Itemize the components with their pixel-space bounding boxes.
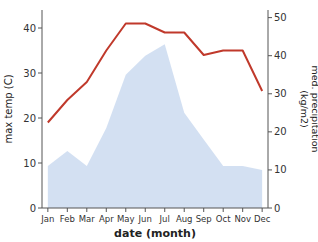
x-tick-label: Feb: [60, 214, 75, 224]
temp-line: [48, 24, 262, 123]
precip-area: [48, 44, 262, 208]
x-tick: [164, 208, 165, 212]
x-tick-label: Jul: [159, 214, 170, 224]
y-axis-line: [42, 10, 43, 208]
y2-tick: [268, 93, 272, 94]
x-tick: [262, 208, 263, 212]
x-tick-label: Nov: [234, 214, 251, 224]
x-tick: [184, 208, 185, 212]
x-axis-line: [42, 208, 268, 209]
x-tick: [47, 208, 48, 212]
y2-tick-label: 50: [274, 12, 287, 23]
y-tick: [38, 118, 42, 119]
x-tick: [223, 208, 224, 212]
y-tick-label: 40: [23, 23, 36, 34]
y2-axis-label-line: (kg/m2): [299, 90, 310, 127]
y2-tick: [268, 17, 272, 18]
x-tick-label: Oct: [216, 214, 231, 224]
y2-tick-label: 20: [274, 126, 287, 137]
y2-tick: [268, 169, 272, 170]
y2-axis-line: [268, 10, 269, 208]
y-tick: [38, 208, 42, 209]
y-tick-label: 0: [30, 203, 36, 214]
x-tick-label: Sep: [196, 214, 212, 224]
x-tick-label: Jun: [138, 214, 152, 224]
y2-tick-label: 30: [274, 88, 287, 99]
y-tick: [38, 73, 42, 74]
y2-tick-label: 40: [274, 50, 287, 61]
y-axis-label: max temp (C): [3, 74, 14, 143]
x-tick-label: Mar: [79, 214, 96, 224]
y2-axis-label: med. precipitation(kg/m2): [299, 65, 318, 152]
x-tick: [145, 208, 146, 212]
x-tick-label: Apr: [99, 214, 114, 224]
y-tick: [38, 163, 42, 164]
y-tick-label: 30: [23, 68, 36, 79]
x-tick-label: Jan: [40, 214, 54, 224]
x-tick-label: May: [117, 214, 135, 224]
x-tick: [86, 208, 87, 212]
x-tick: [203, 208, 204, 212]
y2-tick: [268, 208, 272, 209]
plot-area: [48, 24, 262, 209]
y-tick-label: 10: [23, 158, 36, 169]
y-tick-label: 20: [23, 113, 36, 124]
x-tick: [242, 208, 243, 212]
x-axis-label: date (month): [114, 227, 196, 240]
x-tick-label: Dec: [254, 214, 271, 224]
y2-tick: [268, 55, 272, 56]
x-tick: [67, 208, 68, 212]
chart: 0 10 20 30 40 0 10 20 30 40 50 Jan Feb MarAprMayJun Ju…: [0, 0, 318, 242]
x-tick: [125, 208, 126, 212]
y-tick: [38, 28, 42, 29]
x-tick: [106, 208, 107, 212]
y2-tick-label: 10: [274, 164, 287, 175]
y2-tick: [268, 131, 272, 132]
y2-axis-label-line: med. precipitation: [310, 65, 318, 152]
x-tick-label: Aug: [176, 214, 193, 224]
y2-tick-label: 0: [274, 203, 280, 214]
